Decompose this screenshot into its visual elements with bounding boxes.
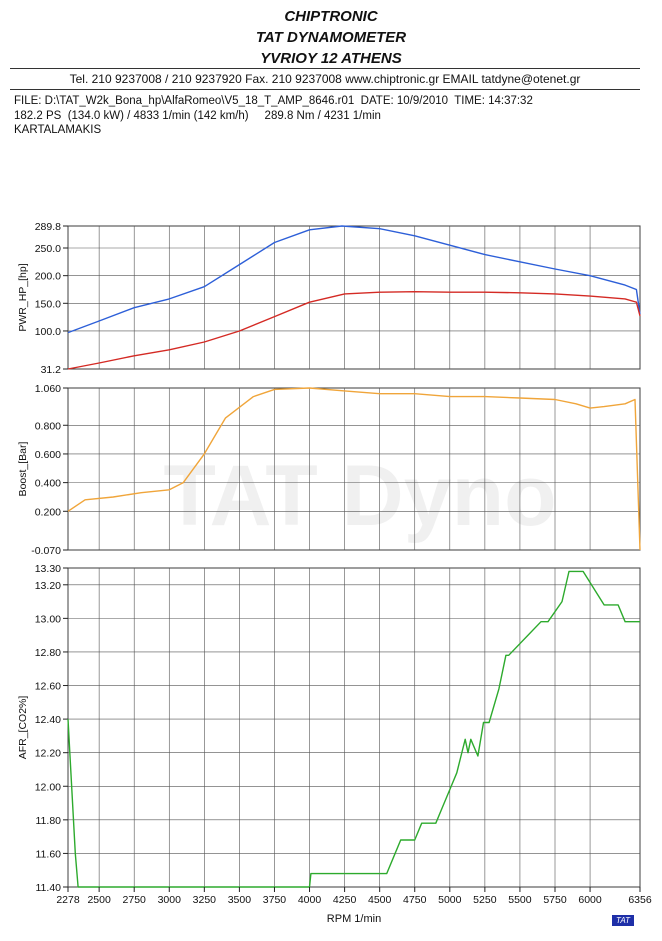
x-tick-label: 3250 <box>193 894 217 906</box>
y-tick-label: 13.30 <box>35 563 61 575</box>
y-axis-label: Boost_[Bar] <box>17 441 29 496</box>
y-tick-label: 0.800 <box>35 420 61 432</box>
y-tick-label: 100.0 <box>35 326 61 338</box>
y-tick-label: 200.0 <box>35 271 61 283</box>
x-tick-label: 5750 <box>543 894 567 906</box>
company-name: CHIPTRONIC <box>284 8 378 25</box>
y-tick-label: 12.40 <box>35 714 61 726</box>
y-tick-label: 0.400 <box>35 478 61 490</box>
y-tick-label: 11.40 <box>36 882 62 894</box>
y-tick-label: 11.80 <box>36 815 62 827</box>
y-tick-label: 1.060 <box>35 383 61 395</box>
y-tick-label: 12.20 <box>35 748 61 760</box>
x-tick-label: 5500 <box>508 894 532 906</box>
series-line <box>67 291 641 370</box>
series-line <box>67 387 641 551</box>
y-tick-label: 13.20 <box>35 580 61 592</box>
x-tick-label: 5000 <box>438 894 462 906</box>
x-tick-label: 3750 <box>263 894 287 906</box>
x-tick-label: 2500 <box>87 894 111 906</box>
plot-frame <box>67 225 641 370</box>
run-info: FILE: D:\TAT_W2k_Bona_hp\AlfaRomeo\V5_18… <box>14 94 533 138</box>
y-tick-label: 11.60 <box>36 848 62 860</box>
x-tick-label: 2750 <box>123 894 147 906</box>
customer-name: KARTALAMAKIS <box>14 124 102 136</box>
y-tick-label: 0.200 <box>35 506 61 518</box>
y-tick-label: 0.600 <box>35 449 61 461</box>
series-line <box>67 225 641 334</box>
x-axis-label: RPM 1/min <box>327 913 381 925</box>
y-tick-label: 31.2 <box>41 364 62 376</box>
dyno-name: TAT DYNAMOMETER <box>255 29 407 46</box>
file-line: FILE: D:\TAT_W2k_Bona_hp\AlfaRomeo\V5_18… <box>14 95 533 107</box>
x-tick-label: 6356 <box>628 894 652 906</box>
x-tick-label: 3000 <box>158 894 182 906</box>
y-tick-label: 150.0 <box>35 298 61 310</box>
y-tick-label: 12.80 <box>35 647 61 659</box>
y-tick-label: -0.070 <box>31 545 61 557</box>
x-tick-label: 4250 <box>333 894 357 906</box>
y-tick-label: 12.00 <box>35 781 61 793</box>
x-tick-label: 6000 <box>578 894 602 906</box>
y-axis-label: AFR_[CO2%] <box>17 696 29 760</box>
contact-line: Tel. 210 9237008 / 210 9237920 Fax. 210 … <box>10 68 640 90</box>
address: YVRIOY 12 ATHENS <box>260 50 402 67</box>
y-tick-label: 289.8 <box>35 221 61 233</box>
x-tick-label: 4500 <box>368 894 392 906</box>
y-axis-label: PWR_HP_[hp] <box>17 263 29 331</box>
tat-logo-badge: TAT <box>612 915 634 926</box>
series-line <box>67 570 640 888</box>
watermark-text: TAT Dyno <box>163 448 556 544</box>
x-tick-label: 4000 <box>298 894 322 906</box>
y-tick-label: 12.60 <box>35 681 61 693</box>
plot-frame <box>67 567 641 888</box>
x-tick-label: 5250 <box>473 894 497 906</box>
y-tick-label: 13.00 <box>35 613 61 625</box>
x-tick-label: 2278 <box>56 894 80 906</box>
x-tick-label: 3500 <box>228 894 252 906</box>
y-tick-label: 250.0 <box>35 243 61 255</box>
power-summary: 182.2 PS (134.0 kW) / 4833 1/min (142 km… <box>14 109 381 122</box>
x-tick-label: 4750 <box>403 894 427 906</box>
